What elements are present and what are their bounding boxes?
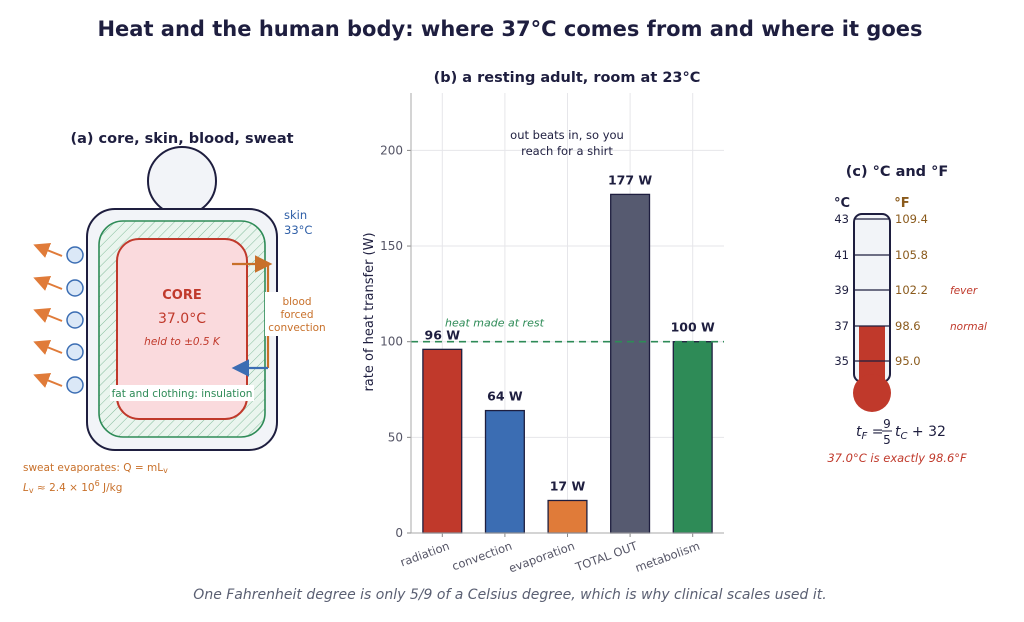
insulation-label-bg [110, 385, 254, 401]
panel-c: (c) °C and °F °C °F 43 109.4 41 105.8 39… [827, 164, 987, 465]
evaporation-arrow [33, 276, 63, 291]
celsius-value: 41 [834, 248, 849, 262]
evaporation-arrows [33, 243, 63, 388]
blood-label-1: blood [282, 296, 311, 308]
x-tick-label: convection [450, 539, 514, 574]
fahrenheit-value: 102.2 [895, 283, 928, 297]
y-tick-label: 0 [395, 526, 403, 540]
scale-row: 39 102.2 fever [834, 283, 977, 297]
svg-text:tC + 32: tC + 32 [895, 424, 946, 442]
fever-note: fever [950, 285, 978, 297]
core-region [116, 238, 248, 420]
bar-radiation [422, 348, 463, 534]
y-tick-label: 50 [388, 430, 403, 444]
scale-row: 41 105.8 [834, 248, 928, 262]
sweat-droplet [66, 343, 84, 361]
bar-value-label: 64 W [487, 389, 523, 404]
fahrenheit-value: 98.6 [895, 319, 921, 333]
core-hold: held to ±0.5 K [144, 336, 221, 348]
sweat-droplet [66, 376, 84, 394]
panel-a: (a) core, skin, blood, sweat CORE 37.0°C… [23, 131, 329, 495]
bar-value-label: 100 W [671, 320, 715, 335]
core-label: CORE [162, 288, 201, 303]
x-tick-label: TOTAL OUT [573, 538, 640, 574]
sweat-text-2: Lv ≈ 2.4 × 106 J/kg [23, 479, 122, 495]
chart-annotation-1: out beats in, so you [510, 128, 624, 142]
celsius-value: 37 [834, 319, 849, 333]
scale-row: 43 109.4 [834, 212, 928, 226]
bar-evaporation [547, 499, 588, 534]
thermometer-bulb [853, 374, 891, 412]
fahrenheit-value: 109.4 [895, 212, 928, 226]
panel-a-title: (a) core, skin, blood, sweat [70, 131, 293, 147]
scale-row: 35 95.0 [834, 354, 920, 368]
fahrenheit-header: °F [894, 196, 909, 211]
figure-caption: One Fahrenheit degree is only 5/9 of a C… [193, 587, 826, 603]
y-tick-label: 200 [380, 143, 403, 157]
exact-conversion-note: 37.0°C is exactly 98.6°F [827, 451, 967, 465]
normal-note: normal [950, 321, 987, 333]
svg-text:5: 5 [883, 433, 891, 447]
chart-title: (b) a resting adult, room at 23°C [434, 70, 701, 86]
chart-bars: 96 W 64 W 17 W 177 W 100 W heat made at rest [411, 172, 724, 534]
svg-text:tF =: tF = [856, 424, 883, 442]
celsius-value: 39 [834, 283, 849, 297]
panel-c-title: (c) °C and °F [846, 164, 949, 180]
sweat-text-1: sweat evaporates: Q = mLv [23, 462, 168, 475]
skin-label-1: skin [284, 208, 307, 222]
insulation-label: fat and clothing: insulation [112, 388, 253, 400]
sweat-droplet [66, 246, 84, 264]
y-tick-label: 100 [380, 335, 403, 349]
blood-label-bg [265, 292, 329, 336]
blood-label-2: forced [280, 309, 313, 321]
x-tick-label: metabolism [633, 539, 701, 575]
blood-label-3: convection [268, 322, 325, 334]
x-tick-label: evaporation [507, 539, 577, 576]
evaporation-arrow [33, 340, 63, 355]
celsius-header: °C [834, 196, 850, 211]
fahrenheit-value: 105.8 [895, 248, 928, 262]
body-head [147, 146, 217, 216]
conversion-formula: tF = 9 5 tC + 32 [856, 417, 946, 447]
core-temp: 37.0°C [158, 311, 206, 327]
bar-value-label: 17 W [550, 478, 586, 493]
sweat-droplets [66, 246, 84, 394]
thermometer-scale: 43 109.4 41 105.8 39 102.2 fever 37 98.6… [834, 212, 987, 368]
bar-value-label: 96 W [425, 327, 461, 342]
sweat-droplet [66, 311, 84, 329]
bar-value-label: 177 W [608, 172, 652, 187]
evaporation-arrow [33, 373, 63, 388]
bar-convection [484, 409, 525, 534]
scale-row: 37 98.6 normal [834, 319, 987, 333]
panel-b: (b) a resting adult, room at 23°C 96 W 64… [362, 70, 724, 575]
skin-label-2: 33°C [284, 223, 312, 237]
chart-annotation-2: reach for a shirt [521, 144, 613, 158]
svg-text:9: 9 [883, 417, 891, 431]
evaporation-arrow [33, 243, 63, 258]
chart-grid [411, 93, 724, 534]
sweat-droplet [66, 279, 84, 297]
x-tick-label: radiation [398, 539, 451, 570]
bar-metabolism [672, 341, 713, 534]
evaporation-arrow [33, 308, 63, 323]
y-tick-label: 150 [380, 239, 403, 253]
bar-total-out [610, 193, 651, 534]
celsius-value: 35 [834, 354, 849, 368]
celsius-value: 43 [834, 212, 849, 226]
fahrenheit-value: 95.0 [895, 354, 921, 368]
y-axis-label: rate of heat transfer (W) [362, 232, 377, 391]
main-title: Heat and the human body: where 37°C come… [97, 17, 922, 41]
reference-line-label: heat made at rest [445, 317, 545, 330]
